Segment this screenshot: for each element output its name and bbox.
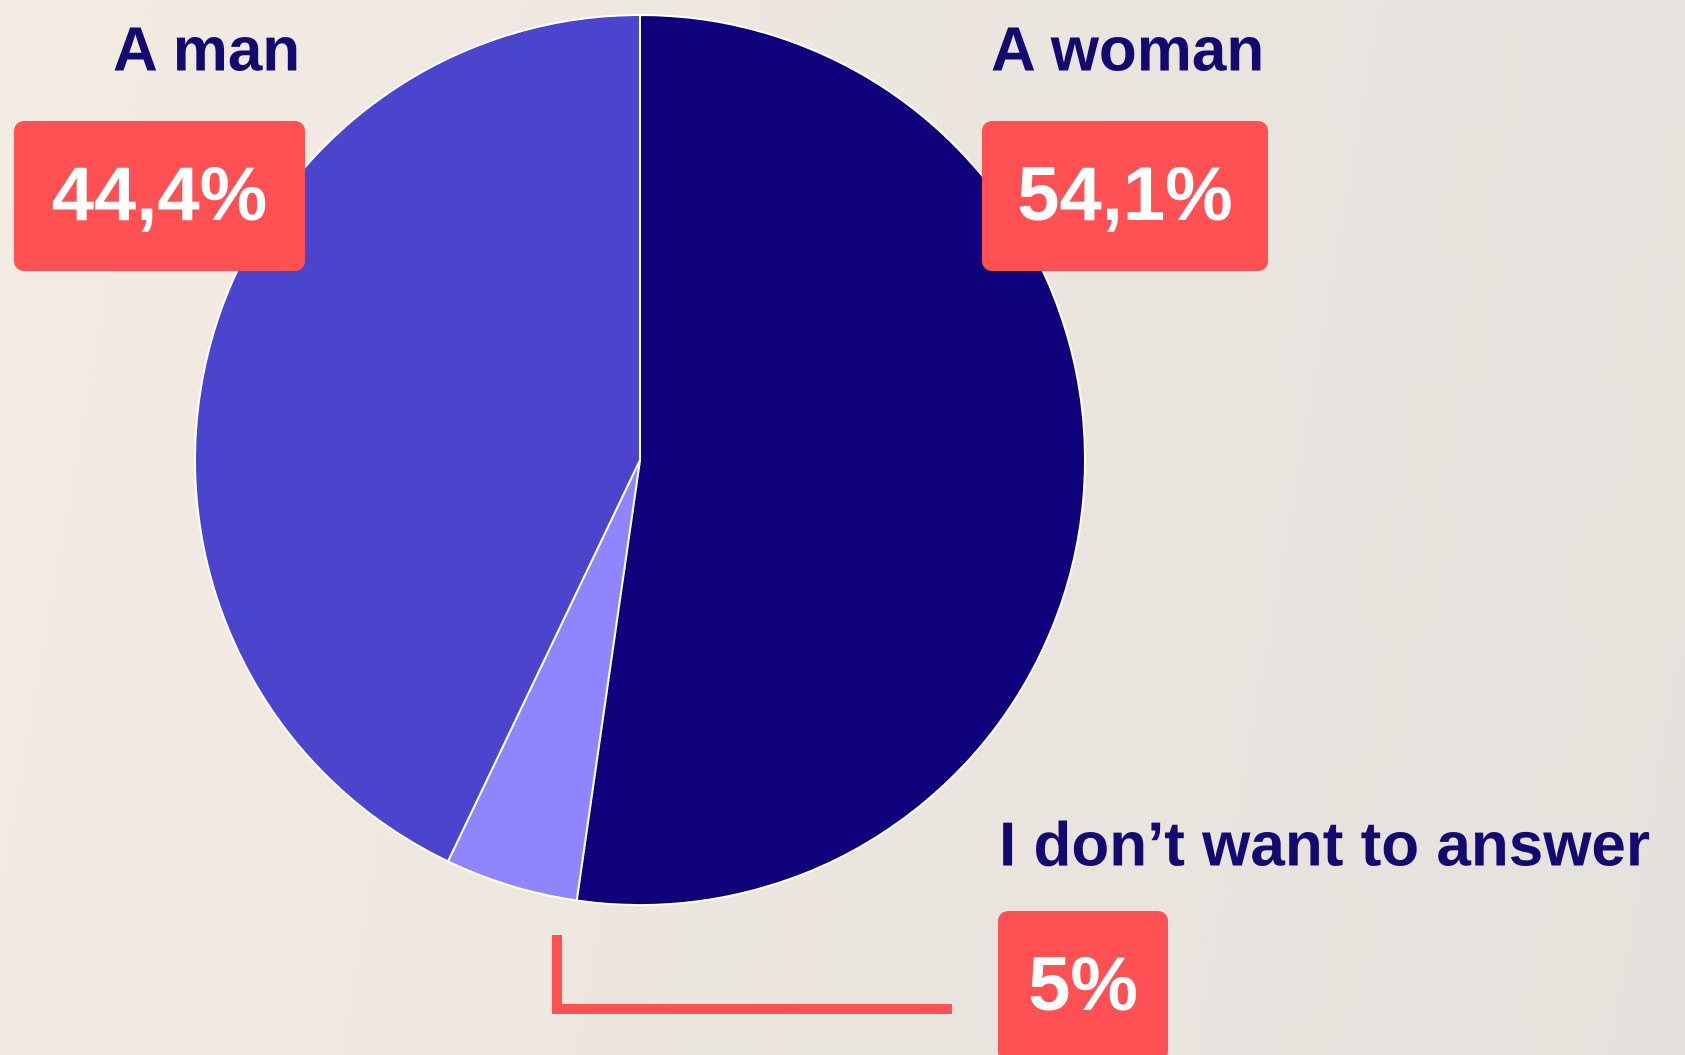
pie-slice — [194, 13, 641, 863]
category-label: I don’t want to answer — [999, 810, 1650, 879]
category-label: A man — [113, 15, 300, 84]
pie-slice — [575, 13, 1086, 906]
value-label: 54,1% — [1017, 152, 1233, 237]
value-badge — [998, 911, 1168, 1055]
connector-line — [552, 935, 952, 1014]
value-label: 5% — [1028, 942, 1138, 1027]
value-badge — [14, 121, 305, 271]
value-badge — [982, 121, 1268, 271]
category-label: A woman — [991, 15, 1264, 84]
value-label: 44,4% — [52, 152, 268, 237]
pie — [194, 13, 1086, 906]
